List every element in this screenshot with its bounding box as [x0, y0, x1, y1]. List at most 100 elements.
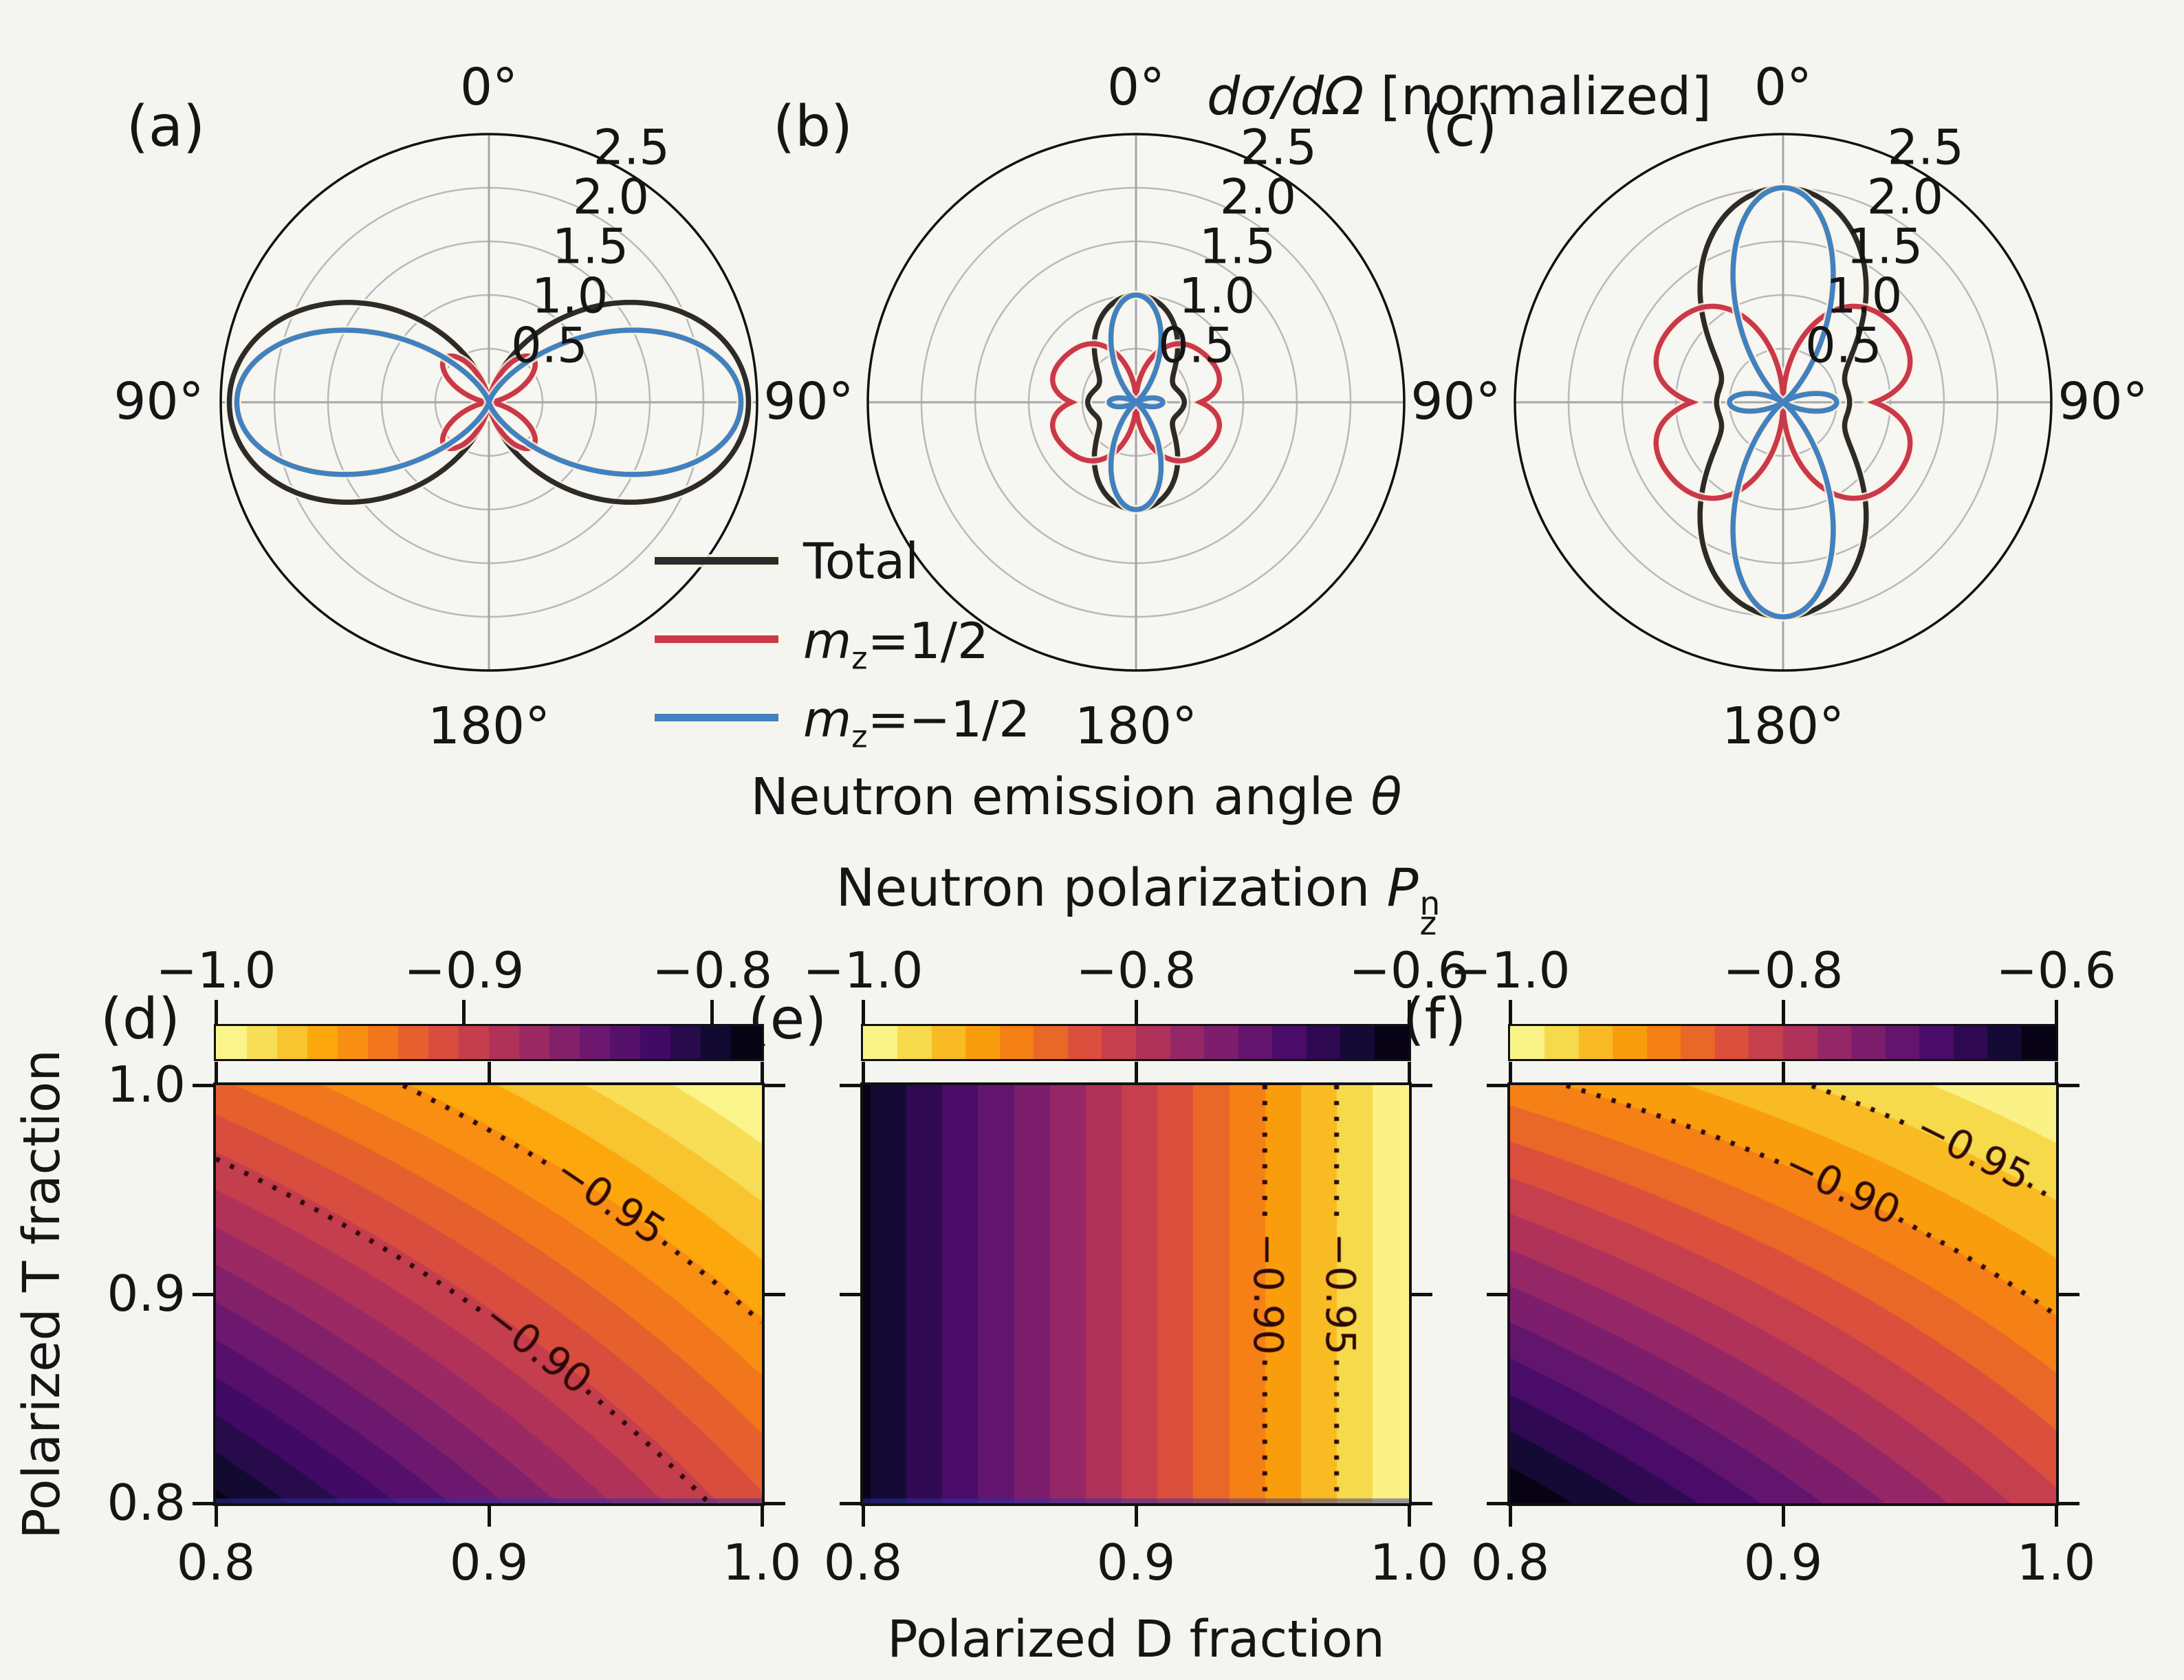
legend-label-mz-plus: mz=1/2 — [803, 611, 989, 677]
polar-angle-label-90-3: 90° — [2057, 372, 2148, 432]
polar-c-angle-label-bottom: 180° — [1721, 697, 1845, 756]
colorbar-tick-e — [1134, 1000, 1138, 1026]
heatmap-e-xtick-label: 0.9 — [1096, 1534, 1176, 1592]
heatmap-f-xtick-label: 0.8 — [1470, 1534, 1550, 1592]
heatmap-e-ytick-left — [840, 1501, 860, 1505]
polar-b-angle-label-top: 0° — [1106, 58, 1166, 118]
heatmap-f-xtick-top — [1781, 1062, 1785, 1082]
panel-letter-b: (b) — [772, 94, 853, 160]
polar-b-rtick-label: 1.0 — [1179, 268, 1256, 325]
polar-b-rtick-label: 0.5 — [1158, 317, 1235, 374]
heatmap-d-ytick-right — [765, 1292, 785, 1296]
colorbar-f — [1508, 1024, 2058, 1061]
heatmap-f-xtick-bottom — [2054, 1506, 2058, 1527]
heatmap-f-xtick-bottom — [1508, 1506, 1512, 1527]
legend-line-total — [655, 557, 778, 565]
heatmap-e-xtick-label: 0.8 — [823, 1534, 903, 1592]
polar-chart-b — [866, 133, 1406, 672]
heatmap-e-xtick-top — [861, 1062, 865, 1082]
heatmap-e — [860, 1082, 1412, 1506]
heatmap-xlabel: Polarized D fraction — [887, 1610, 1385, 1670]
heatmap-d-xtick-top — [487, 1062, 491, 1082]
colorbar-tick-label-d: −0.9 — [404, 941, 525, 1000]
heatmap-e-xtick-label: 1.0 — [1369, 1534, 1449, 1592]
polar-angle-label-90-0: 90° — [113, 372, 204, 432]
polar-c-rtick-label: 2.5 — [1887, 118, 1964, 175]
heatmap-e-ytick-left — [840, 1292, 860, 1296]
polar-series-mz12 — [1106, 292, 1166, 512]
colorbar-tick-e — [1407, 1000, 1411, 1026]
colorbar-tick-label-f: −0.8 — [1723, 941, 1844, 1000]
polar-series-mz12 — [234, 327, 744, 477]
heatmap-e-ytick-right — [1412, 1501, 1432, 1505]
heatmap-d-ytick-left — [193, 1292, 213, 1296]
polar-b-rtick-label: 2.5 — [1240, 118, 1317, 175]
heatmap-d-ytick-label: 1.0 — [107, 1056, 186, 1114]
polar-series-mz12 — [1727, 185, 1839, 620]
polar-b-angle-label-bottom: 180° — [1074, 697, 1198, 756]
heatmap-ylabel: Polarized T fraction — [12, 1049, 72, 1539]
panel-letter-a: (a) — [126, 94, 206, 160]
panel-letter-d: (d) — [100, 986, 181, 1052]
colorbar-tick-f — [1508, 1000, 1512, 1026]
heatmap-f-ytick-right — [2059, 1501, 2079, 1505]
heatmap-e-xtick-bottom — [1407, 1506, 1411, 1527]
polar-boundary — [219, 133, 758, 672]
legend-label-total: Total — [803, 532, 919, 591]
polar-boundary — [866, 133, 1406, 672]
polar-a-rtick-label: 2.5 — [593, 118, 670, 175]
polar-c-rtick-label: 1.5 — [1846, 218, 1923, 275]
colorbar-tick-f — [2054, 1000, 2058, 1026]
polar-a-rtick-label: 1.0 — [532, 268, 609, 325]
polar-a-angle-label-top: 0° — [459, 58, 518, 118]
heatmap-f-ytick-left — [1487, 1292, 1507, 1296]
polar-c-rtick-label: 0.5 — [1805, 317, 1882, 374]
heatmap-f-xtick-top — [1508, 1062, 1512, 1082]
heatmap-e-ytick-right — [1412, 1292, 1432, 1296]
heatmap-f-xtick-bottom — [1781, 1506, 1785, 1527]
polar-b-rtick-label: 1.5 — [1199, 218, 1276, 275]
heatmap-e-ytick-right — [1412, 1083, 1432, 1087]
heatmap-d-ytick-right — [765, 1501, 785, 1505]
heatmap-e-xtick-bottom — [861, 1506, 865, 1527]
heatmap-e-ytick-left — [840, 1083, 860, 1087]
heatmap-d-xtick-top — [214, 1062, 218, 1082]
heatmap-d-ytick-left — [193, 1083, 213, 1087]
heatmap-f-ytick-right — [2059, 1083, 2079, 1087]
heatmap-f — [1507, 1082, 2059, 1506]
colorbar-d — [214, 1024, 764, 1061]
heatmap-d-ytick-left — [193, 1501, 213, 1505]
polar-chart-a — [219, 133, 758, 672]
heatmap-d-xtick-bottom — [487, 1506, 491, 1527]
heatmap-d-xtick-label: 1.0 — [722, 1534, 802, 1592]
heatmap-d-xtick-label: 0.9 — [449, 1534, 529, 1592]
heatmap-f-ytick-right — [2059, 1292, 2079, 1296]
heatmap-e-xtick-top — [1407, 1062, 1411, 1082]
heatmap-d-ytick-right — [765, 1083, 785, 1087]
polar-a-rtick-label: 0.5 — [511, 317, 588, 374]
panel-letter-f: (f) — [1402, 986, 1467, 1052]
polar-xlabel: Neutron emission angle θ — [750, 767, 1402, 827]
polar-a-rtick-label: 2.0 — [572, 168, 650, 225]
heatmap-e-xtick-bottom — [1134, 1506, 1138, 1527]
heatmap-d-xtick-bottom — [760, 1506, 764, 1527]
colorbar-tick-e — [861, 1000, 865, 1026]
heatmap-d-xtick-top — [760, 1062, 764, 1082]
colorbar-tick-f — [1781, 1000, 1785, 1026]
colorbar-tick-label-e: −0.6 — [1348, 941, 1470, 1000]
polar-c-rtick-label: 1.0 — [1826, 268, 1903, 325]
heatmap-d — [213, 1082, 765, 1506]
polar-angle-label-90-2: 90° — [1410, 372, 1501, 432]
heatmap-d-ytick-label: 0.8 — [107, 1474, 186, 1532]
legend-line-mz-plus — [655, 635, 778, 643]
colorbar-tick-d — [462, 1000, 466, 1026]
polar-b-rtick-label: 2.0 — [1219, 168, 1297, 225]
colorbar-tick-label-e: −1.0 — [802, 941, 924, 1000]
colorbar-tick-label-e: −0.8 — [1075, 941, 1197, 1000]
colorbar-tick-label-f: −1.0 — [1450, 941, 1571, 1000]
heatmap-f-xtick-label: 0.9 — [1743, 1534, 1823, 1592]
legend-line-mz-minus — [655, 714, 778, 721]
heatmap-d-xtick-label: 0.8 — [176, 1534, 256, 1592]
